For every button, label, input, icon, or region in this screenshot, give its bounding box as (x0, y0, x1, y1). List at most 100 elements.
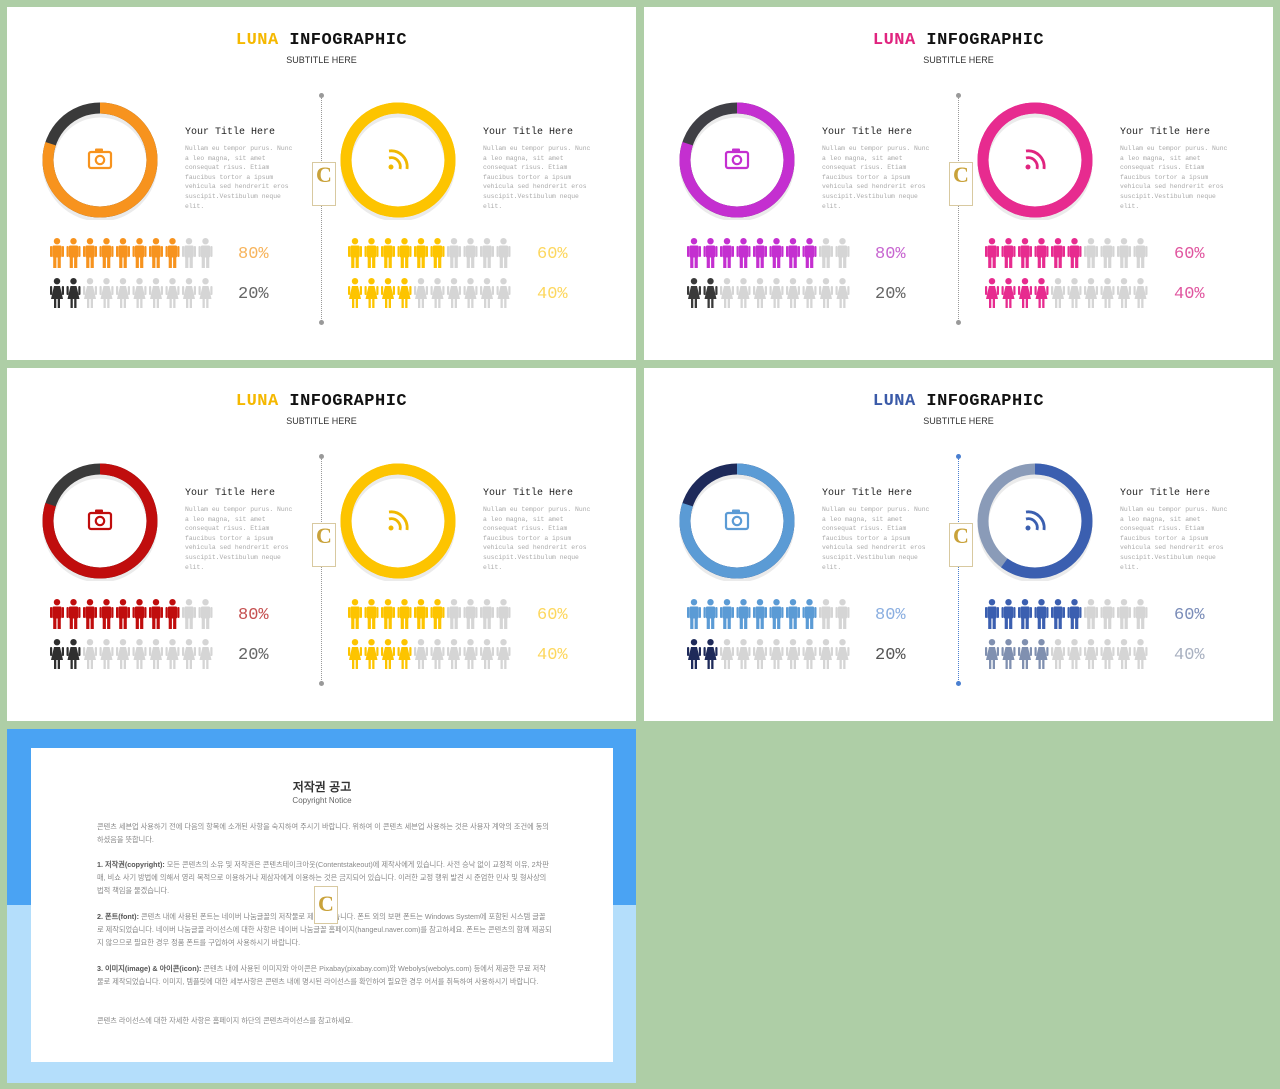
ring-progress (977, 102, 1093, 218)
woman-icon (786, 278, 800, 308)
man-icon (414, 238, 428, 268)
woman-icon (802, 278, 817, 308)
man-icon (66, 238, 81, 268)
slide-title: LUNA INFOGRAPHIC (644, 392, 1273, 411)
item-body-right: Nullam eu tempor purus. Nunc a leo magna… (1120, 145, 1228, 210)
man-icon (198, 599, 213, 629)
ring-progress (679, 463, 795, 579)
divider-dot (318, 93, 324, 98)
rss-icon (1025, 149, 1046, 170)
man-icon (687, 238, 701, 268)
woman-icon (703, 639, 718, 669)
man-icon (703, 599, 718, 629)
contents-logo: C (314, 886, 338, 924)
infographic-slide: LUNA INFOGRAPHIC SUBTITLE HERE C Your Title… (7, 7, 636, 360)
man-icon (50, 238, 64, 268)
notice-text-copyright: 모든 콘텐츠의 소유 및 저작권은 콘텐츠테이크아웃(Contentstakeo… (97, 860, 549, 895)
woman-icon (414, 639, 428, 669)
rss-icon (1025, 510, 1046, 531)
item-title-right: Your Title Here (483, 127, 574, 138)
percent-men-left: 80% (875, 245, 906, 264)
woman-icon (182, 639, 196, 669)
percent-men-right: 60% (537, 606, 568, 625)
man-icon (1051, 238, 1065, 268)
man-icon (198, 238, 213, 268)
woman-icon (1133, 639, 1148, 669)
man-icon (496, 599, 511, 629)
percent-women-left: 20% (238, 285, 269, 304)
man-icon (463, 599, 478, 629)
woman-icon (1001, 278, 1016, 308)
woman-icon (720, 278, 734, 308)
contents-logo: C (949, 523, 973, 567)
notice-text-font: 콘텐츠 내에 사용된 폰트는 네이버 나눔글꼴의 저작물로 제작되었습니다. 폰… (97, 912, 552, 947)
woman-icon (364, 639, 379, 669)
woman-icon (1067, 639, 1082, 669)
divider-dot (955, 93, 961, 98)
slide-subtitle: SUBTITLE HERE (923, 55, 994, 65)
woman-icon (1084, 639, 1098, 669)
slide-subtitle: SUBTITLE HERE (286, 416, 357, 426)
woman-icon (769, 639, 784, 669)
woman-icon (480, 278, 494, 308)
slide-title-heading: INFOGRAPHIC (926, 392, 1045, 411)
woman-icon (463, 639, 478, 669)
man-icon (149, 238, 163, 268)
woman-icon (116, 278, 130, 308)
man-icon (835, 599, 850, 629)
slide-subtitle: SUBTITLE HERE (286, 55, 357, 65)
woman-icon (132, 639, 147, 669)
item-body-left: Nullam eu tempor purus. Nunc a leo magna… (822, 145, 930, 210)
notice-label-font: 2. 폰트(font): (97, 912, 139, 921)
women-row-right (985, 639, 1148, 669)
center-divider (318, 454, 324, 686)
man-icon (430, 238, 445, 268)
woman-icon (1100, 639, 1115, 669)
woman-icon (66, 278, 81, 308)
man-icon (397, 238, 412, 268)
man-icon (430, 599, 445, 629)
men-row-left (687, 599, 850, 629)
woman-icon (496, 278, 511, 308)
woman-icon (1133, 278, 1148, 308)
woman-icon (348, 278, 362, 308)
woman-icon (1084, 278, 1098, 308)
item-title-right: Your Title Here (483, 488, 574, 499)
man-icon (50, 599, 64, 629)
woman-icon (1117, 639, 1131, 669)
man-icon (66, 599, 81, 629)
man-icon (83, 238, 97, 268)
man-icon (736, 238, 751, 268)
men-row-right (985, 599, 1148, 629)
percent-women-left: 20% (875, 285, 906, 304)
woman-icon (835, 278, 850, 308)
percent-women-right: 40% (1174, 646, 1205, 665)
camera-icon (724, 509, 750, 531)
man-icon (463, 238, 478, 268)
man-icon (1084, 238, 1098, 268)
man-icon (720, 238, 734, 268)
woman-icon (182, 278, 196, 308)
woman-icon (1018, 639, 1032, 669)
slide-title-heading: INFOGRAPHIC (289, 31, 408, 50)
percent-men-right: 60% (1174, 245, 1205, 264)
man-icon (132, 599, 147, 629)
ring-progress (340, 463, 456, 579)
woman-icon (397, 278, 412, 308)
man-icon (99, 238, 114, 268)
man-icon (819, 599, 833, 629)
slide-title: LUNA INFOGRAPHIC (644, 31, 1273, 50)
rss-icon (388, 149, 409, 170)
contents-logo: C (312, 162, 336, 206)
center-divider (318, 93, 324, 325)
center-divider (955, 93, 961, 325)
ring-progress (977, 463, 1093, 579)
man-icon (1100, 238, 1115, 268)
man-icon (99, 599, 114, 629)
woman-icon (1034, 639, 1049, 669)
woman-icon (149, 639, 163, 669)
man-icon (364, 238, 379, 268)
notice-paragraph-image: 3. 이미지(image) & 아이콘(icon): 콘텐츠 내에 사용된 이미… (97, 962, 552, 988)
item-body-right: Nullam eu tempor purus. Nunc a leo magna… (483, 145, 591, 210)
man-icon (753, 238, 767, 268)
